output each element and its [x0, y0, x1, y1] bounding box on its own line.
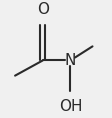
Text: N: N: [65, 53, 76, 68]
Text: O: O: [37, 2, 49, 17]
Text: OH: OH: [59, 99, 82, 114]
